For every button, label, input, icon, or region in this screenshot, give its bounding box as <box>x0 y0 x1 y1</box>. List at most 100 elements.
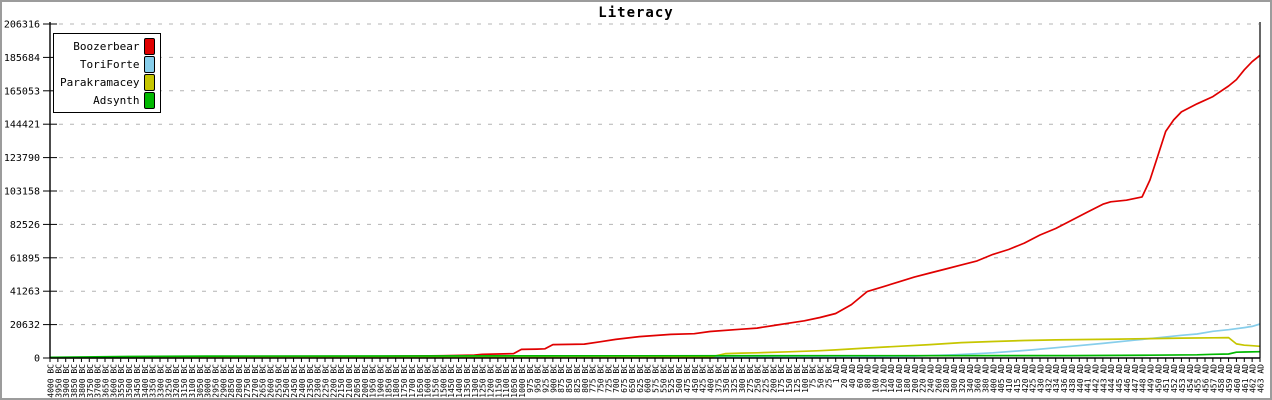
x-tick-label: 2650 BC <box>259 364 268 398</box>
x-tick-label: 3000 BC <box>204 364 213 398</box>
y-tick-label: 82526 <box>10 220 40 231</box>
x-tick-label: 100 BC <box>801 364 810 393</box>
x-tick-label: 2450 BC <box>290 364 299 398</box>
x-tick-label: 1250 BC <box>479 364 488 398</box>
y-tick-label: 61895 <box>10 253 40 264</box>
x-tick-label: 459 AD <box>1225 364 1234 393</box>
legend-swatch-blue <box>144 55 156 73</box>
series-line-parakramacey <box>49 336 1261 359</box>
x-tick-label: 1750 BC <box>400 364 409 398</box>
x-tick-label: 900 BC <box>549 364 558 393</box>
x-tick-label: 457 AD <box>1209 364 1218 393</box>
legend-label: Parakramacey <box>60 75 140 89</box>
x-tick-label: 3950 BC <box>54 364 63 398</box>
legend-item: ToriForte <box>60 55 156 73</box>
x-tick-label: 140 AD <box>887 364 896 393</box>
x-tick-label: 438 AD <box>1068 364 1077 393</box>
x-tick-label: 415 AD <box>1013 364 1022 393</box>
x-tick-label: 2900 BC <box>219 364 228 398</box>
x-tick-label: 1900 BC <box>377 364 386 398</box>
x-tick-label: 80 AD <box>864 364 873 388</box>
x-tick-label: 2700 BC <box>251 364 260 398</box>
x-tick-label: 3900 BC <box>62 364 71 398</box>
x-tick-label: 75 BC <box>809 364 818 388</box>
x-tick-label: 1500 BC <box>439 364 448 398</box>
x-tick-label: 600 BC <box>644 364 653 393</box>
x-tick-label: 3600 BC <box>109 364 118 398</box>
x-tick-label: 300 AD <box>950 364 959 393</box>
x-tick-label: 25 BC <box>824 364 833 388</box>
series-line-toriforte <box>49 323 1261 359</box>
legend-swatch-yellow <box>144 73 156 91</box>
x-tick-label: 3400 BC <box>141 364 150 398</box>
x-tick-label: 3150 BC <box>180 364 189 398</box>
legend-swatch-red <box>144 37 156 55</box>
x-tick-label: 4000 BC <box>47 364 56 398</box>
x-tick-label: 800 BC <box>581 364 590 393</box>
x-tick-label: 1200 BC <box>487 364 496 398</box>
x-tick-label: 380 AD <box>982 364 991 393</box>
x-tick-label: 450 AD <box>1154 364 1163 393</box>
legend-label: Adsynth <box>93 93 140 107</box>
x-tick-label: 325 BC <box>730 364 739 393</box>
chart-title: Literacy <box>598 5 674 21</box>
x-tick-label: 1 AD <box>832 364 841 383</box>
x-tick-label: 120 AD <box>879 364 888 393</box>
x-tick-label: 60 AD <box>856 364 865 388</box>
x-tick-label: 650 BC <box>628 364 637 393</box>
x-tick-label: 455 AD <box>1194 364 1203 393</box>
x-tick-label: 320 AD <box>958 364 967 393</box>
legend-label: ToriForte <box>79 57 140 71</box>
y-tick-label: 144421 <box>4 120 40 131</box>
x-tick-label: 1650 BC <box>416 364 425 398</box>
x-tick-label: 2750 BC <box>243 364 252 398</box>
x-tick-label: 1600 BC <box>424 364 433 398</box>
x-tick-label: 250 BC <box>754 364 763 393</box>
x-tick-label: 461 AD <box>1241 364 1250 393</box>
x-tick-label: 2350 BC <box>306 364 315 398</box>
legend-item: Adsynth <box>60 91 156 109</box>
x-tick-label: 375 BC <box>714 364 723 393</box>
x-tick-label: 3100 BC <box>188 364 197 398</box>
x-tick-label: 2100 BC <box>345 364 354 398</box>
y-tick-label: 185684 <box>4 53 40 64</box>
x-tick-label: 1400 BC <box>455 364 464 398</box>
x-tick-label: 458 AD <box>1217 364 1226 393</box>
x-tick-label: 440 AD <box>1076 364 1085 393</box>
x-tick-label: 2850 BC <box>227 364 236 398</box>
x-tick-label: 2550 BC <box>274 364 283 398</box>
x-tick-label: 2500 BC <box>282 364 291 398</box>
x-tick-label: 220 AD <box>919 364 928 393</box>
x-tick-label: 3750 BC <box>86 364 95 398</box>
x-tick-label: 2400 BC <box>298 364 307 398</box>
x-tick-label: 448 AD <box>1139 364 1148 393</box>
x-tick-label: 463 AD <box>1257 364 1266 393</box>
x-tick-label: 450 BC <box>691 364 700 393</box>
x-tick-label: 405 AD <box>997 364 1006 393</box>
x-tick-label: 775 BC <box>589 364 598 393</box>
x-tick-label: 430 AD <box>1037 364 1046 393</box>
legend-item: Parakramacey <box>60 73 156 91</box>
x-tick-label: 625 BC <box>636 364 645 393</box>
legend-item: Boozerbear <box>60 37 156 55</box>
x-tick-label: 350 BC <box>722 364 731 393</box>
x-tick-label: 425 BC <box>699 364 708 393</box>
x-tick-label: 1100 BC <box>502 364 511 398</box>
x-tick-label: 1950 BC <box>369 364 378 398</box>
x-tick-label: 3650 BC <box>102 364 111 398</box>
x-tick-label: 443 AD <box>1099 364 1108 393</box>
x-tick-label: 453 AD <box>1178 364 1187 393</box>
x-tick-label: 441 AD <box>1084 364 1093 393</box>
x-tick-label: 2300 BC <box>314 364 323 398</box>
x-tick-label: 160 AD <box>895 364 904 393</box>
x-tick-label: 360 AD <box>974 364 983 393</box>
x-tick-label: 451 AD <box>1162 364 1171 393</box>
x-tick-label: 2150 BC <box>337 364 346 398</box>
x-tick-label: 449 AD <box>1147 364 1156 393</box>
legend-label: Boozerbear <box>73 39 140 53</box>
x-tick-label: 175 BC <box>777 364 786 393</box>
x-tick-label: 434 AD <box>1052 364 1061 393</box>
y-tick-label: 20632 <box>10 320 40 331</box>
